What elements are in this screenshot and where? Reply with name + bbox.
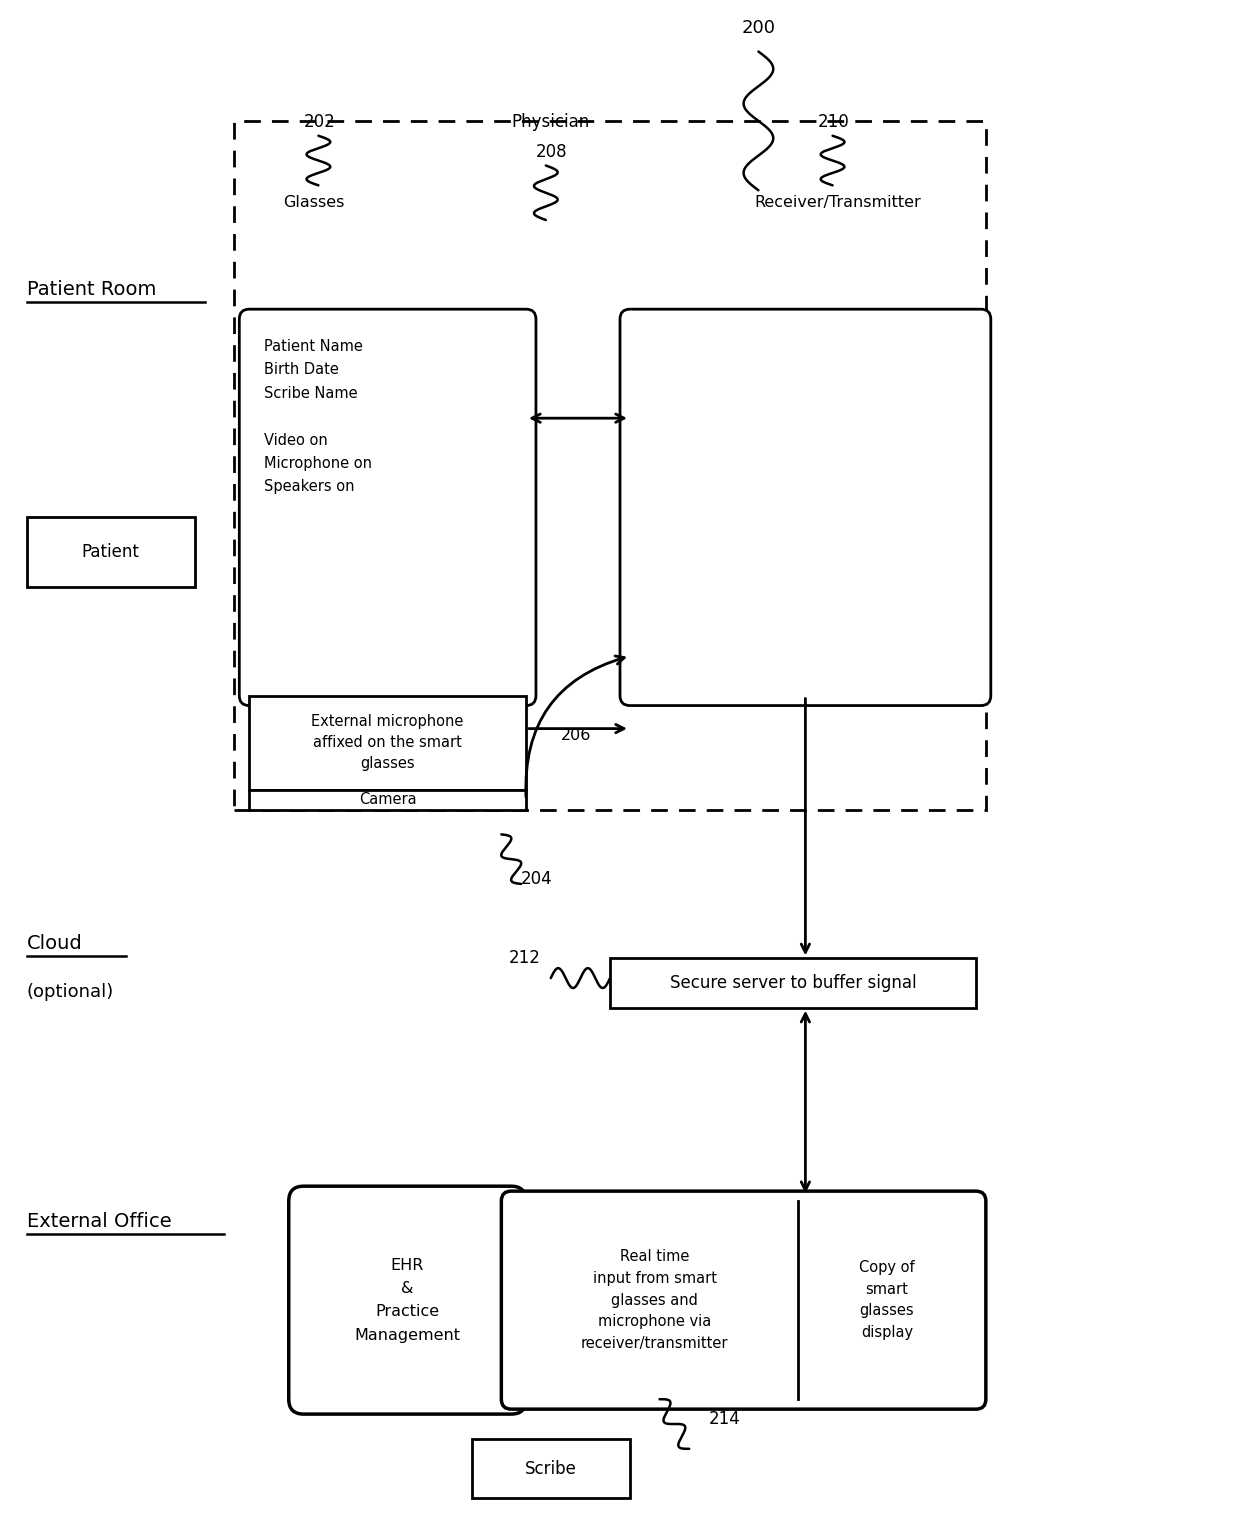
Text: Patient Name
Birth Date
Scribe Name

Video on
Microphone on
Speakers on: Patient Name Birth Date Scribe Name Vide… xyxy=(264,339,372,494)
FancyBboxPatch shape xyxy=(501,1191,986,1409)
Bar xyxy=(471,1438,630,1498)
Text: 202: 202 xyxy=(304,112,335,130)
Text: Patient: Patient xyxy=(82,543,140,560)
Text: Glasses: Glasses xyxy=(283,195,345,210)
Bar xyxy=(249,695,526,791)
FancyBboxPatch shape xyxy=(289,1187,526,1414)
Text: External Office: External Office xyxy=(27,1211,171,1231)
FancyBboxPatch shape xyxy=(620,309,991,706)
Bar xyxy=(27,517,195,586)
Text: Secure server to buffer signal: Secure server to buffer signal xyxy=(670,975,916,992)
Text: Real time
input from smart
glasses and
microphone via
receiver/transmitter: Real time input from smart glasses and m… xyxy=(580,1249,728,1351)
Text: Copy of
smart
glasses
display: Copy of smart glasses display xyxy=(859,1260,915,1340)
Text: 204: 204 xyxy=(521,870,553,887)
Text: (optional): (optional) xyxy=(27,982,114,1001)
Text: Cloud: Cloud xyxy=(27,935,83,953)
Text: 206: 206 xyxy=(560,728,591,743)
Text: Receiver/Transmitter: Receiver/Transmitter xyxy=(754,195,921,210)
Text: 210: 210 xyxy=(817,112,849,130)
Text: 208: 208 xyxy=(536,143,568,161)
Text: External microphone
affixed on the smart
glasses: External microphone affixed on the smart… xyxy=(311,714,464,771)
Bar xyxy=(610,958,976,1008)
Text: EHR
&
Practice
Management: EHR & Practice Management xyxy=(355,1257,460,1343)
Text: Scribe: Scribe xyxy=(525,1460,577,1478)
FancyBboxPatch shape xyxy=(239,309,536,706)
Text: 200: 200 xyxy=(742,18,775,37)
Bar xyxy=(234,121,986,809)
Bar xyxy=(249,791,526,809)
Text: 212: 212 xyxy=(510,949,541,967)
Text: Patient Room: Patient Room xyxy=(27,281,156,299)
Text: Camera: Camera xyxy=(358,792,417,807)
Text: 214: 214 xyxy=(709,1411,740,1428)
Text: Physician: Physician xyxy=(512,112,590,130)
